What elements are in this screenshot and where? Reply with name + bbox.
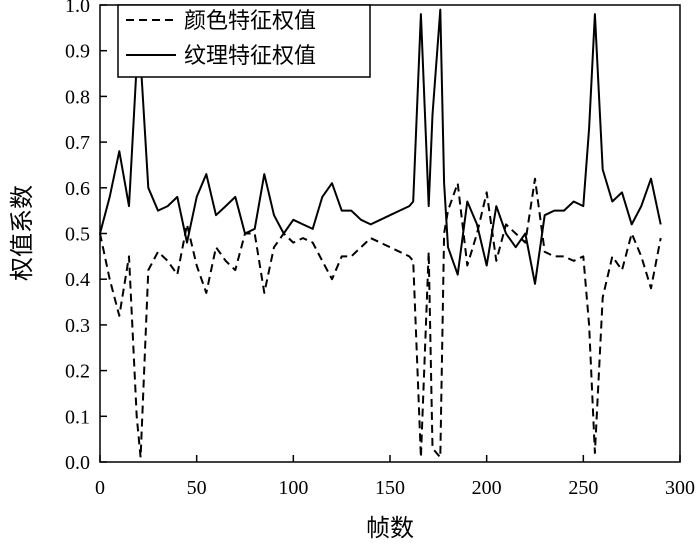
y-tick-label: 0.2 — [65, 361, 90, 383]
series-lines — [99, 8, 662, 459]
x-tick-label: 100 — [278, 477, 308, 499]
series-line-0 — [99, 177, 662, 459]
legend: 颜色特征权值 纹理特征权值 — [117, 4, 371, 78]
series-line-1 — [99, 8, 662, 285]
y-tick-label: 0.1 — [65, 406, 90, 428]
y-tick-label: 0.8 — [65, 86, 90, 108]
axis-ticks: 0 50 100 150 200 250 300 0.0 0.1 0.2 0.3 0.4 0.5 0.6 0… — [65, 0, 695, 499]
y-tick-label: 0.4 — [65, 269, 90, 291]
y-tick-label: 0.6 — [65, 178, 90, 200]
x-tick-label: 200 — [472, 477, 502, 499]
x-tick-label: 0 — [95, 477, 105, 499]
legend-label-texture: 纹理特征权值 — [184, 44, 316, 69]
y-tick-label: 1.0 — [65, 0, 90, 17]
x-tick-label: 250 — [568, 477, 598, 499]
legend-box — [117, 4, 371, 78]
y-tick-label: 0.0 — [65, 452, 90, 474]
x-tick-label: 150 — [375, 477, 405, 499]
y-tick-label: 0.5 — [65, 224, 90, 246]
x-tick-label: 50 — [187, 477, 207, 499]
x-tick-label: 300 — [665, 477, 695, 499]
y-axis-title: 权值系数 — [8, 185, 36, 281]
y-tick-label: 0.7 — [65, 132, 90, 154]
x-axis-title: 帧数 — [366, 514, 414, 542]
legend-label-color: 颜色特征权值 — [184, 9, 316, 34]
y-tick-label: 0.3 — [65, 315, 90, 337]
y-tick-label: 0.9 — [65, 41, 90, 63]
